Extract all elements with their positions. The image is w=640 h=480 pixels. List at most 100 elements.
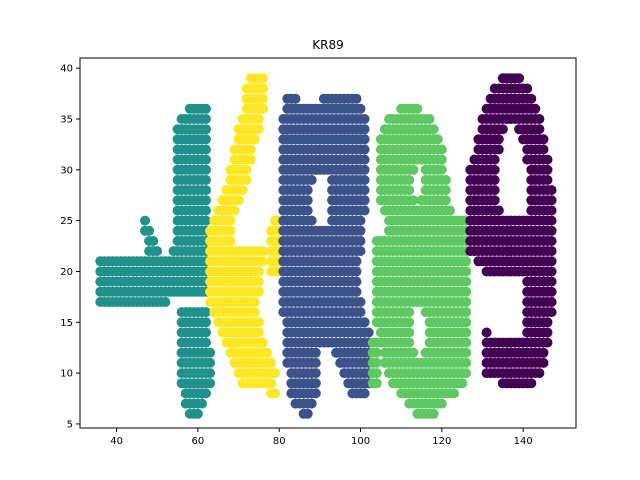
- data-point: [436, 398, 447, 409]
- data-point: [270, 368, 281, 379]
- data-point: [205, 347, 216, 358]
- data-point: [546, 195, 557, 206]
- data-point: [546, 266, 557, 277]
- data-point: [526, 93, 537, 104]
- data-point: [542, 337, 553, 348]
- data-point: [306, 175, 317, 185]
- data-point: [404, 185, 415, 196]
- data-point: [522, 83, 533, 94]
- data-point: [461, 327, 472, 338]
- data-point: [253, 124, 264, 135]
- data-point: [253, 317, 264, 328]
- data-point: [258, 93, 268, 104]
- x-tick-label: 80: [273, 436, 286, 447]
- data-point: [461, 256, 472, 267]
- data-point: [351, 256, 362, 267]
- data-point: [359, 134, 370, 145]
- data-points: [95, 73, 557, 419]
- data-point: [201, 164, 211, 175]
- data-point: [371, 368, 382, 379]
- data-point: [371, 378, 382, 389]
- data-point: [428, 124, 439, 135]
- series-2: [278, 93, 374, 419]
- data-point: [201, 205, 211, 216]
- data-point: [197, 398, 207, 409]
- data-point: [542, 327, 553, 338]
- data-point: [201, 124, 211, 135]
- data-point: [461, 307, 472, 318]
- data-point: [258, 246, 268, 257]
- data-point: [245, 144, 256, 155]
- data-point: [351, 276, 362, 287]
- data-point: [310, 378, 321, 389]
- data-point: [461, 368, 472, 379]
- data-point: [408, 164, 419, 175]
- data-point: [461, 297, 472, 307]
- data-point: [205, 368, 216, 379]
- data-point: [359, 195, 370, 206]
- data-point: [310, 368, 321, 379]
- data-point: [445, 205, 455, 216]
- data-point: [461, 317, 472, 328]
- data-point: [201, 154, 211, 165]
- data-point: [237, 185, 248, 196]
- data-point: [461, 266, 472, 277]
- data-point: [546, 297, 557, 307]
- data-point: [302, 195, 313, 206]
- data-point: [253, 276, 264, 287]
- data-point: [201, 185, 211, 196]
- data-point: [371, 357, 382, 368]
- data-point: [201, 388, 211, 399]
- data-point: [538, 357, 549, 368]
- data-point: [461, 347, 472, 358]
- data-point: [457, 378, 468, 389]
- data-point: [249, 297, 260, 307]
- x-tick-label: 100: [351, 436, 370, 447]
- data-point: [258, 256, 268, 267]
- y-tick-label: 10: [60, 369, 73, 380]
- x-tick-label: 60: [192, 436, 205, 447]
- y-tick-label: 25: [60, 216, 73, 227]
- data-point: [205, 357, 216, 368]
- data-point: [355, 103, 366, 114]
- plot-frame: [79, 57, 577, 429]
- data-point: [542, 164, 553, 175]
- data-point: [225, 236, 236, 246]
- data-point: [355, 246, 366, 257]
- data-point: [225, 215, 236, 226]
- data-point: [371, 347, 382, 358]
- data-point: [461, 357, 472, 368]
- y-axis: 5 10 15 20 25 30 35 40: [60, 64, 80, 430]
- data-point: [201, 215, 211, 226]
- y-tick-label: 5: [67, 419, 73, 430]
- data-point: [489, 195, 500, 206]
- data-point: [310, 357, 321, 368]
- data-point: [253, 266, 264, 277]
- x-tick-label: 140: [514, 436, 533, 447]
- data-point: [546, 215, 557, 226]
- data-point: [489, 175, 500, 185]
- data-point: [201, 307, 211, 318]
- data-point: [201, 134, 211, 145]
- data-point: [253, 114, 264, 124]
- y-tick-label: 20: [60, 267, 73, 278]
- data-point: [201, 195, 211, 206]
- data-point: [404, 175, 415, 185]
- data-point: [489, 185, 500, 196]
- series-1: [205, 73, 285, 399]
- data-point: [241, 164, 252, 175]
- data-point: [258, 83, 268, 94]
- data-point: [355, 307, 366, 318]
- data-point: [351, 286, 362, 297]
- data-point: [481, 327, 492, 338]
- data-point: [546, 307, 557, 318]
- data-point: [249, 307, 260, 318]
- series-4: [465, 73, 557, 389]
- data-point: [258, 73, 268, 84]
- data-point: [497, 124, 508, 135]
- data-point: [310, 388, 321, 399]
- data-point: [449, 388, 459, 399]
- data-point: [493, 144, 504, 155]
- data-point: [355, 225, 366, 236]
- data-point: [542, 154, 553, 165]
